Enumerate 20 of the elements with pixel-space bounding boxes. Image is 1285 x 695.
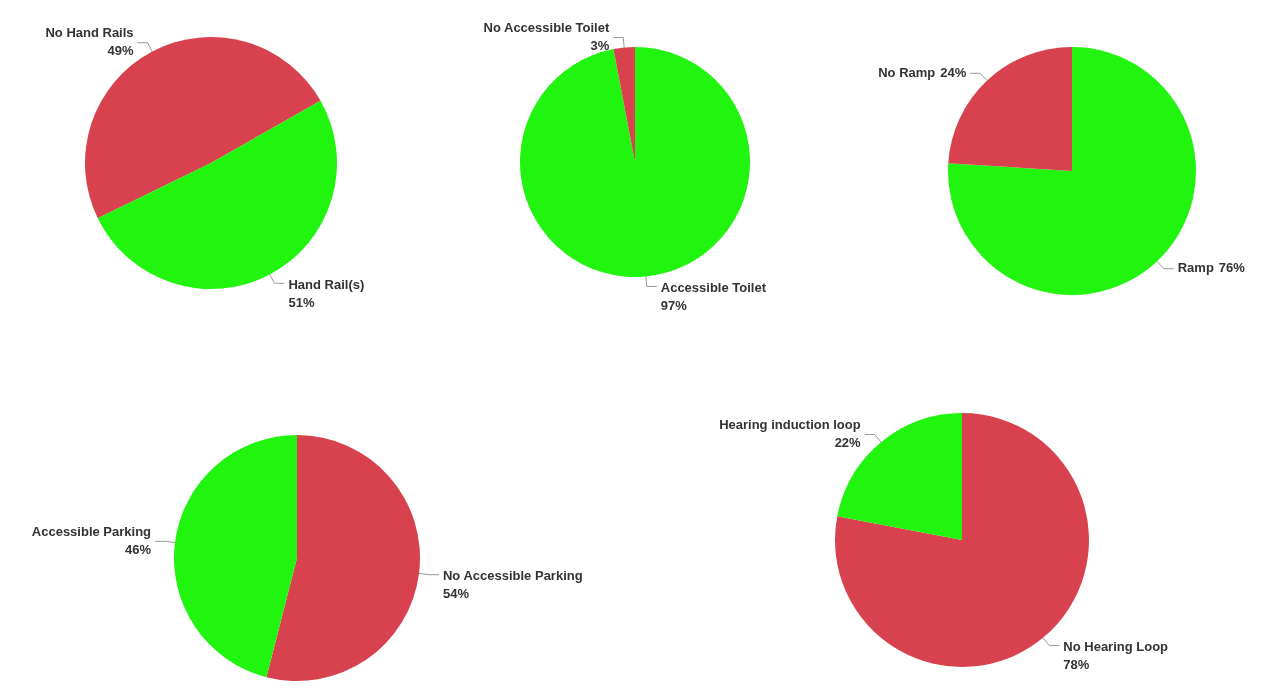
slice-label: No Hearing Loop bbox=[1063, 639, 1169, 655]
data-label: 24% bbox=[940, 64, 967, 80]
slice-label: No Ramp bbox=[878, 64, 936, 80]
data-label: 46% bbox=[125, 541, 152, 557]
slice-label: No Hand Rails bbox=[45, 25, 134, 41]
data-label: 54% bbox=[442, 586, 470, 602]
slice-label: No Accessible Parking bbox=[442, 568, 583, 584]
slice-label: Ramp bbox=[1177, 260, 1214, 276]
data-label: 49% bbox=[107, 43, 134, 59]
slice-label: Accessible Parking bbox=[31, 523, 152, 539]
slice-label: Hand Rail(s) bbox=[288, 276, 365, 292]
data-label: 22% bbox=[834, 435, 862, 451]
data-label: 3% bbox=[590, 38, 610, 54]
data-label: 78% bbox=[1063, 657, 1090, 673]
data-label: 97% bbox=[660, 298, 688, 314]
data-label: 51% bbox=[288, 294, 315, 310]
data-label: 76% bbox=[1218, 260, 1246, 276]
slice-label: No Accessible Toilet bbox=[483, 20, 610, 36]
slice-label: Hearing induction loop bbox=[719, 417, 861, 433]
slice-label: Accessible Toilet bbox=[660, 280, 767, 296]
